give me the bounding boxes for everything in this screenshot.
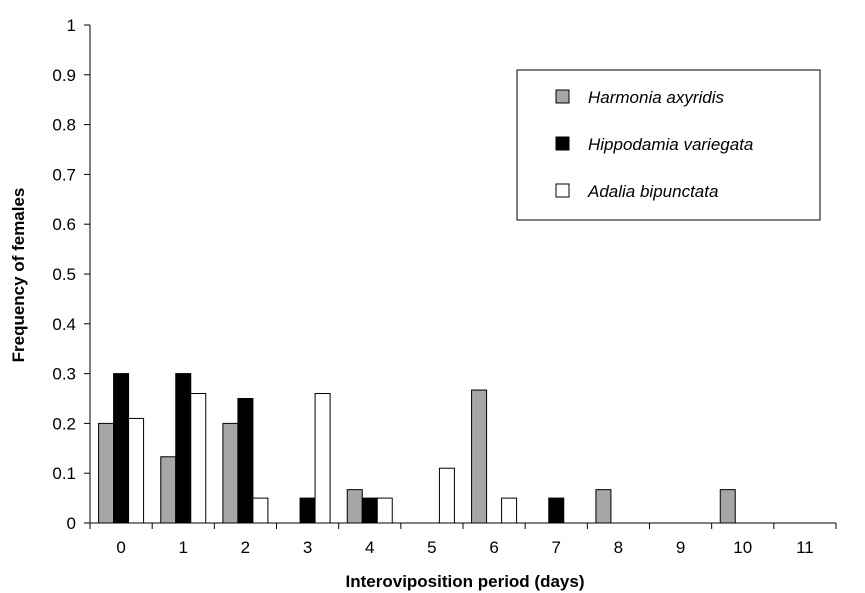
bar-hippodamia-variegata-0 (113, 373, 130, 524)
bar-adalia-bipunctata-5 (438, 467, 455, 524)
bar-hippodamia-variegata-2 (237, 398, 254, 524)
y-tick-label: 0.1 (52, 464, 76, 483)
bar-adalia-bipunctata-0 (128, 417, 145, 524)
x-tick-label: 5 (427, 538, 436, 557)
y-tick-label: 0.9 (52, 66, 76, 85)
bar-hippodamia-variegata-3 (299, 497, 316, 524)
x-tick-label: 7 (552, 538, 561, 557)
y-tick-label: 0.7 (52, 165, 76, 184)
bar-harmonia-axyridis-1 (160, 456, 177, 524)
x-tick-label: 11 (796, 538, 814, 557)
y-tick-label: 0.5 (52, 265, 76, 284)
x-tick-label: 9 (676, 538, 685, 557)
x-tick-label: 6 (489, 538, 498, 557)
y-axis-title: Frequency of females (9, 188, 28, 363)
bar-harmonia-axyridis-10 (719, 489, 736, 524)
y-tick-label: 0.4 (52, 315, 76, 334)
x-tick-label: 4 (365, 538, 374, 557)
x-axis-title: Interoviposition period (days) (346, 572, 585, 591)
legend-swatch-harmonia (555, 89, 570, 104)
legend: Harmonia axyridis Hippodamia variegata A… (516, 69, 821, 221)
bars-layer (98, 373, 736, 524)
y-tick-label: 0.3 (52, 365, 76, 384)
x-tick-label: 3 (303, 538, 312, 557)
x-tick-label: 10 (733, 538, 752, 557)
bar-hippodamia-variegata-4 (361, 497, 378, 524)
legend-label-hippodamia: Hippodamia variegata (588, 135, 753, 154)
y-tick-label: 1 (67, 16, 76, 35)
bar-adalia-bipunctata-1 (190, 393, 207, 524)
x-tick-label: 1 (179, 538, 188, 557)
legend-swatch-hippodamia (555, 136, 570, 151)
bar-hippodamia-variegata-7 (548, 497, 565, 524)
y-tick-label: 0.8 (52, 116, 76, 135)
x-tick-label: 0 (116, 538, 125, 557)
y-tick-label: 0.2 (52, 414, 76, 433)
legend-label-adalia: Adalia bipunctata (587, 182, 718, 201)
bar-harmonia-axyridis-4 (346, 489, 363, 524)
bar-harmonia-axyridis-8 (595, 489, 612, 524)
bar-adalia-bipunctata-3 (314, 393, 331, 524)
bar-adalia-bipunctata-4 (376, 497, 393, 524)
tick-labels-layer: 00.10.20.30.40.50.60.70.80.910 1 2 3 4 5 6 7 8 9 1… (52, 16, 813, 557)
bar-harmonia-axyridis-6 (471, 389, 488, 524)
x-tick-label: 8 (614, 538, 623, 557)
legend-label-harmonia: Harmonia axyridis (588, 88, 725, 107)
y-tick-label: 0.6 (52, 215, 76, 234)
bar-hippodamia-variegata-1 (175, 373, 192, 524)
x-tick-label: 2 (241, 538, 250, 557)
axes-layer (84, 24, 837, 529)
y-tick-label: 0 (67, 514, 76, 533)
bar-adalia-bipunctata-6 (501, 497, 518, 524)
bar-adalia-bipunctata-2 (252, 497, 269, 524)
legend-swatch-adalia (555, 183, 570, 198)
bar-harmonia-axyridis-2 (222, 422, 239, 524)
bar-harmonia-axyridis-0 (98, 422, 115, 524)
